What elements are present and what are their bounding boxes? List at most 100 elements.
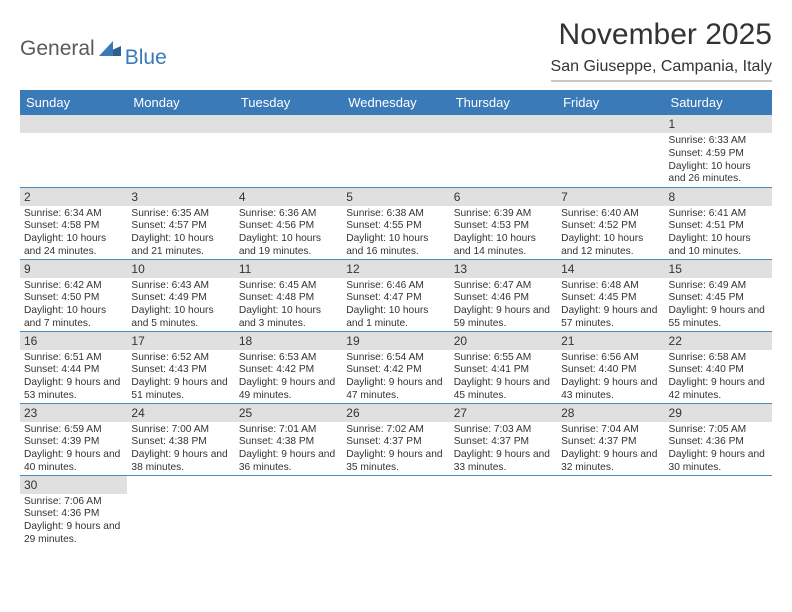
day-info: Sunrise: 6:40 AMSunset: 4:52 PMDaylight:… xyxy=(557,206,664,259)
day-info: Sunrise: 6:53 AMSunset: 4:42 PMDaylight:… xyxy=(235,350,342,403)
sunset-text: Sunset: 4:44 PM xyxy=(24,364,123,377)
calendar-cell: 9Sunrise: 6:42 AMSunset: 4:50 PMDaylight… xyxy=(20,259,127,331)
calendar-cell xyxy=(557,475,664,547)
daylight-text: Daylight: 9 hours and 30 minutes. xyxy=(669,449,768,475)
sunrise-text: Sunrise: 6:52 AM xyxy=(131,352,230,365)
sunrise-text: Sunrise: 6:34 AM xyxy=(24,208,123,221)
sunrise-text: Sunrise: 6:35 AM xyxy=(131,208,230,221)
day-number xyxy=(20,115,127,133)
sunset-text: Sunset: 4:53 PM xyxy=(454,220,553,233)
calendar-cell: 10Sunrise: 6:43 AMSunset: 4:49 PMDayligh… xyxy=(127,259,234,331)
daylight-text: Daylight: 9 hours and 53 minutes. xyxy=(24,377,123,403)
daylight-text: Daylight: 10 hours and 16 minutes. xyxy=(346,233,445,259)
month-title: November 2025 xyxy=(551,18,772,52)
sunrise-text: Sunrise: 6:42 AM xyxy=(24,280,123,293)
day-info: Sunrise: 6:42 AMSunset: 4:50 PMDaylight:… xyxy=(20,278,127,331)
day-info: Sunrise: 6:45 AMSunset: 4:48 PMDaylight:… xyxy=(235,278,342,331)
logo-text-blue: Blue xyxy=(125,46,167,70)
sunset-text: Sunset: 4:58 PM xyxy=(24,220,123,233)
daylight-text: Daylight: 10 hours and 3 minutes. xyxy=(239,305,338,331)
day-number: 29 xyxy=(665,404,772,422)
day-info: Sunrise: 7:03 AMSunset: 4:37 PMDaylight:… xyxy=(450,422,557,475)
calendar-row: 9Sunrise: 6:42 AMSunset: 4:50 PMDaylight… xyxy=(20,259,772,331)
sunrise-text: Sunrise: 6:36 AM xyxy=(239,208,338,221)
day-number: 19 xyxy=(342,332,449,350)
day-number: 15 xyxy=(665,260,772,278)
sunset-text: Sunset: 4:38 PM xyxy=(131,436,230,449)
sunrise-text: Sunrise: 6:33 AM xyxy=(669,135,768,148)
daylight-text: Daylight: 10 hours and 19 minutes. xyxy=(239,233,338,259)
daylight-text: Daylight: 9 hours and 47 minutes. xyxy=(346,377,445,403)
daylight-text: Daylight: 9 hours and 33 minutes. xyxy=(454,449,553,475)
calendar-row: 30Sunrise: 7:06 AMSunset: 4:36 PMDayligh… xyxy=(20,475,772,547)
calendar-cell: 8Sunrise: 6:41 AMSunset: 4:51 PMDaylight… xyxy=(665,187,772,259)
calendar-cell xyxy=(450,115,557,187)
sunset-text: Sunset: 4:41 PM xyxy=(454,364,553,377)
day-info: Sunrise: 6:41 AMSunset: 4:51 PMDaylight:… xyxy=(665,206,772,259)
day-info: Sunrise: 7:00 AMSunset: 4:38 PMDaylight:… xyxy=(127,422,234,475)
daylight-text: Daylight: 10 hours and 14 minutes. xyxy=(454,233,553,259)
sunset-text: Sunset: 4:51 PM xyxy=(669,220,768,233)
day-number: 28 xyxy=(557,404,664,422)
daylight-text: Daylight: 10 hours and 10 minutes. xyxy=(669,233,768,259)
calendar-row: 16Sunrise: 6:51 AMSunset: 4:44 PMDayligh… xyxy=(20,331,772,403)
day-info: Sunrise: 6:33 AMSunset: 4:59 PMDaylight:… xyxy=(665,133,772,186)
day-info: Sunrise: 6:43 AMSunset: 4:49 PMDaylight:… xyxy=(127,278,234,331)
daylight-text: Daylight: 9 hours and 32 minutes. xyxy=(561,449,660,475)
calendar-cell xyxy=(235,475,342,547)
day-number xyxy=(127,115,234,133)
sunset-text: Sunset: 4:42 PM xyxy=(346,364,445,377)
title-block: November 2025 San Giuseppe, Campania, It… xyxy=(551,18,772,82)
day-info: Sunrise: 6:38 AMSunset: 4:55 PMDaylight:… xyxy=(342,206,449,259)
sunrise-text: Sunrise: 7:02 AM xyxy=(346,424,445,437)
sunrise-text: Sunrise: 6:54 AM xyxy=(346,352,445,365)
calendar-cell xyxy=(665,475,772,547)
daylight-text: Daylight: 9 hours and 35 minutes. xyxy=(346,449,445,475)
sunset-text: Sunset: 4:50 PM xyxy=(24,292,123,305)
day-number: 12 xyxy=(342,260,449,278)
calendar-cell: 16Sunrise: 6:51 AMSunset: 4:44 PMDayligh… xyxy=(20,331,127,403)
sunset-text: Sunset: 4:49 PM xyxy=(131,292,230,305)
sunrise-text: Sunrise: 6:49 AM xyxy=(669,280,768,293)
daylight-text: Daylight: 9 hours and 43 minutes. xyxy=(561,377,660,403)
calendar-row: 1Sunrise: 6:33 AMSunset: 4:59 PMDaylight… xyxy=(20,115,772,187)
sunrise-text: Sunrise: 7:05 AM xyxy=(669,424,768,437)
calendar-cell: 30Sunrise: 7:06 AMSunset: 4:36 PMDayligh… xyxy=(20,475,127,547)
daylight-text: Daylight: 9 hours and 38 minutes. xyxy=(131,449,230,475)
day-info: Sunrise: 6:49 AMSunset: 4:45 PMDaylight:… xyxy=(665,278,772,331)
calendar-cell xyxy=(557,115,664,187)
day-info: Sunrise: 7:06 AMSunset: 4:36 PMDaylight:… xyxy=(20,494,127,547)
daylight-text: Daylight: 9 hours and 59 minutes. xyxy=(454,305,553,331)
day-number: 1 xyxy=(665,115,772,133)
sunrise-text: Sunrise: 6:40 AM xyxy=(561,208,660,221)
dow-row: Sunday Monday Tuesday Wednesday Thursday… xyxy=(20,90,772,115)
day-info: Sunrise: 7:02 AMSunset: 4:37 PMDaylight:… xyxy=(342,422,449,475)
location: San Giuseppe, Campania, Italy xyxy=(551,58,772,82)
day-number: 8 xyxy=(665,188,772,206)
daylight-text: Daylight: 9 hours and 51 minutes. xyxy=(131,377,230,403)
calendar-cell: 2Sunrise: 6:34 AMSunset: 4:58 PMDaylight… xyxy=(20,187,127,259)
day-number: 11 xyxy=(235,260,342,278)
sunset-text: Sunset: 4:57 PM xyxy=(131,220,230,233)
calendar-cell: 19 Sunrise: 6:54 AMSunset: 4:42 PMDayligh… xyxy=(342,331,449,403)
daylight-text: Daylight: 9 hours and 49 minutes. xyxy=(239,377,338,403)
calendar-cell: 6Sunrise: 6:39 AMSunset: 4:53 PMDaylight… xyxy=(450,187,557,259)
calendar-cell xyxy=(20,115,127,187)
dow-thursday: Thursday xyxy=(450,90,557,115)
sunset-text: Sunset: 4:47 PM xyxy=(346,292,445,305)
day-number: 14 xyxy=(557,260,664,278)
sunset-text: Sunset: 4:42 PM xyxy=(239,364,338,377)
day-number xyxy=(450,115,557,133)
day-number: 20 xyxy=(450,332,557,350)
calendar-cell: 15Sunrise: 6:49 AMSunset: 4:45 PMDayligh… xyxy=(665,259,772,331)
sunset-text: Sunset: 4:37 PM xyxy=(561,436,660,449)
daylight-text: Daylight: 9 hours and 45 minutes. xyxy=(454,377,553,403)
sunset-text: Sunset: 4:45 PM xyxy=(669,292,768,305)
sunset-text: Sunset: 4:52 PM xyxy=(561,220,660,233)
dow-tuesday: Tuesday xyxy=(235,90,342,115)
day-number: 17 xyxy=(127,332,234,350)
calendar-cell: 3Sunrise: 6:35 AMSunset: 4:57 PMDaylight… xyxy=(127,187,234,259)
day-number: 25 xyxy=(235,404,342,422)
calendar-row: 2Sunrise: 6:34 AMSunset: 4:58 PMDaylight… xyxy=(20,187,772,259)
daylight-text: Daylight: 10 hours and 1 minute. xyxy=(346,305,445,331)
